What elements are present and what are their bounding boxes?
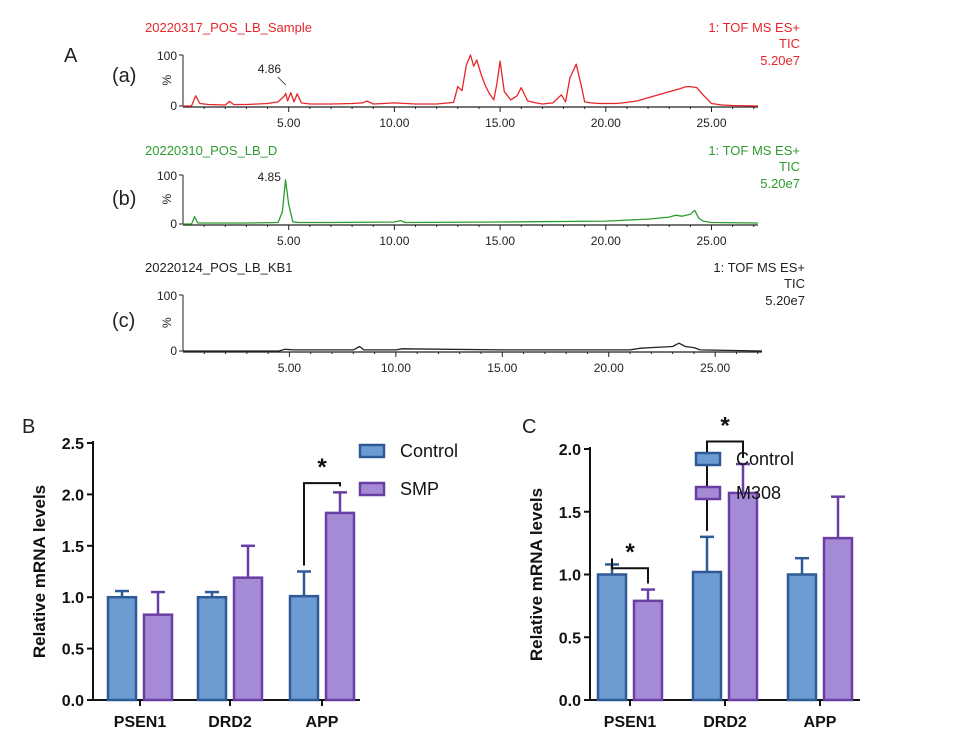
significance-bracket <box>611 558 649 584</box>
legend-swatch-m308 <box>694 485 722 501</box>
x-tick-label: 5.00 <box>277 116 301 130</box>
tic-label: TIC <box>779 36 800 51</box>
peak-annotation: 4.85 <box>258 170 282 184</box>
y-tick-label: 0.0 <box>559 693 581 710</box>
x-tick-label: 10.00 <box>379 116 409 130</box>
x-tick-label: 15.00 <box>485 116 515 130</box>
ms-mode-label: 1: TOF MS ES+ <box>713 260 805 275</box>
trace-line <box>183 342 763 352</box>
x-tick-label: 5.00 <box>277 234 301 248</box>
bar-chart-b: 0.0 0.5 1.0 1.5 2.0 2.5 Relative mRNA levels PS… <box>30 436 458 731</box>
y-tick-label: 100 <box>157 169 177 183</box>
x-tick-label: 20.00 <box>591 116 621 130</box>
trace-label: (c) <box>112 310 135 332</box>
significance-star: * <box>625 539 635 566</box>
x-tick-label: PSEN1 <box>114 714 167 731</box>
panel-letter-a: A <box>64 45 78 67</box>
y-axis-label: Relative mRNA levels <box>30 485 49 658</box>
intensity-label: 5.20e7 <box>765 293 805 308</box>
y-tick-label: 2.5 <box>62 436 84 453</box>
trace-label: (b) <box>112 188 136 210</box>
tic-label: TIC <box>784 276 805 291</box>
y-axis-label: Relative mRNA levels <box>527 488 546 661</box>
y-tick-label: 1.5 <box>559 505 581 522</box>
y-tick-label: 2.0 <box>62 487 84 504</box>
bar-control-drd2 <box>691 570 723 702</box>
bar-m308-app <box>822 536 854 702</box>
legend-label-control: Control <box>736 449 794 469</box>
peak-annotation: 4.86 <box>258 62 282 76</box>
x-tick-label: 25.00 <box>700 361 730 375</box>
x-tick-label: PSEN1 <box>604 714 657 731</box>
bar-control-psen1 <box>596 573 628 702</box>
ms-mode-label: 1: TOF MS ES+ <box>708 20 800 35</box>
trace-title: 20220310_POS_LB_D <box>145 143 277 158</box>
y-tick-label: 1.5 <box>62 539 84 556</box>
y-tick-label: 100 <box>157 289 177 303</box>
y-tick-label: 0.0 <box>62 693 84 710</box>
legend-label-control: Control <box>400 441 458 461</box>
legend-label-m308: M308 <box>736 483 781 503</box>
legend-swatch-control <box>694 451 722 467</box>
significance-bracket <box>303 482 341 566</box>
trace-line <box>183 54 759 107</box>
x-tick-label: APP <box>306 714 339 731</box>
x-tick-label: DRD2 <box>703 714 747 731</box>
significance-star: * <box>720 412 730 439</box>
x-tick-label: 25.00 <box>696 116 726 130</box>
chromatogram-a: 20220317_POS_LB_Sample 1: TOF MS ES+TIC 5.… <box>112 20 800 130</box>
significance-star: * <box>317 454 327 481</box>
trace-title: 20220317_POS_LB_Sample <box>145 20 312 35</box>
bar-control-drd2 <box>196 595 228 702</box>
y-tick-label: 0 <box>170 217 177 231</box>
trace-line <box>183 179 759 225</box>
trace-label: (a) <box>112 65 136 87</box>
y-tick-label: 0 <box>170 99 177 113</box>
y-axis-label: % <box>160 317 174 328</box>
x-tick-label: 25.00 <box>696 234 726 248</box>
bar-control-app <box>786 573 818 702</box>
tic-label: TIC <box>779 159 800 174</box>
bar-chart-c: 0.0 0.5 1.0 1.5 2.0 Relative mRNA levels PSEN1… <box>527 412 860 731</box>
x-tick-label: APP <box>804 714 837 731</box>
x-tick-label: 10.00 <box>381 361 411 375</box>
legend-swatch-smp <box>358 481 386 497</box>
y-tick-label: 0 <box>170 344 177 358</box>
bar-control-app <box>288 594 320 702</box>
bar-smp-app <box>324 511 356 702</box>
legend-swatch-control <box>358 443 386 459</box>
y-axis-label: % <box>160 75 174 86</box>
chromatogram-b: 20220310_POS_LB_D 1: TOF MS ES+TIC 5.20e7 (… <box>112 143 800 248</box>
ms-mode-label: 1: TOF MS ES+ <box>708 143 800 158</box>
x-tick-label: DRD2 <box>208 714 252 731</box>
x-tick-label: 20.00 <box>591 234 621 248</box>
peak-leader-line <box>277 76 287 86</box>
bar-control-psen1 <box>106 595 138 702</box>
panel-letter-b: B <box>22 416 35 438</box>
x-tick-label: 10.00 <box>379 234 409 248</box>
intensity-label: 5.20e7 <box>760 53 800 68</box>
x-tick-label: 5.00 <box>278 361 302 375</box>
bar-m308-psen1 <box>632 599 664 702</box>
x-tick-label: 20.00 <box>594 361 624 375</box>
y-tick-label: 1.0 <box>62 590 84 607</box>
panel-letter-c: C <box>522 416 536 438</box>
trace-title: 20220124_POS_LB_KB1 <box>145 260 292 275</box>
y-axis-label: % <box>160 194 174 205</box>
bar-smp-psen1 <box>142 613 174 702</box>
x-tick-label: 15.00 <box>487 361 517 375</box>
y-tick-label: 0.5 <box>62 642 84 659</box>
chromatogram-c: 20220124_POS_LB_KB1 1: TOF MS ES+TIC 5.20e… <box>112 260 805 375</box>
bar-smp-drd2 <box>232 576 264 702</box>
legend-label-smp: SMP <box>400 479 439 499</box>
x-tick-label: 15.00 <box>485 234 515 248</box>
y-tick-label: 1.0 <box>559 568 581 585</box>
bar-m308-drd2 <box>727 491 759 702</box>
intensity-label: 5.20e7 <box>760 176 800 191</box>
y-tick-label: 0.5 <box>559 630 581 647</box>
y-tick-label: 2.0 <box>559 442 581 459</box>
y-tick-label: 100 <box>157 49 177 63</box>
